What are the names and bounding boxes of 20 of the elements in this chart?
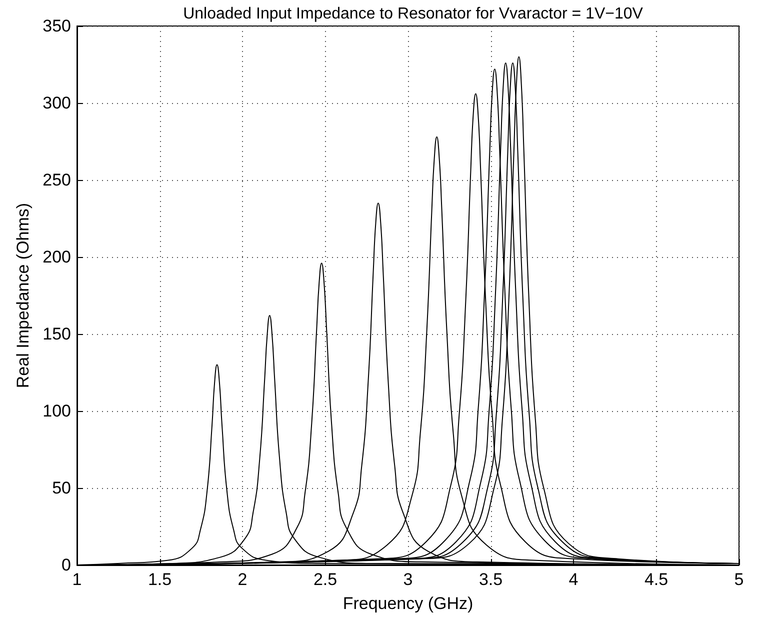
y-tick-label: 50 bbox=[52, 478, 71, 498]
y-tick-label: 350 bbox=[42, 16, 71, 36]
x-axis-title: Frequency (GHz) bbox=[342, 594, 474, 613]
x-tick-label: 3 bbox=[403, 570, 413, 589]
y-tick-label: 200 bbox=[42, 248, 71, 266]
y-tick-label: 0 bbox=[62, 556, 71, 574]
x-tick-label: 4 bbox=[568, 570, 578, 589]
chart-title: Unloaded Input Impedance to Resonator for Vvaractor = 1V−10V bbox=[183, 6, 644, 22]
x-tick-label: 4.5 bbox=[644, 570, 668, 589]
x-tick-label: 1 bbox=[72, 570, 82, 589]
y-tick-label: 300 bbox=[42, 94, 71, 112]
x-tick-label: 1.5 bbox=[148, 570, 172, 589]
y-tick-label: 100 bbox=[42, 402, 71, 420]
y-tick-label: 150 bbox=[42, 324, 71, 344]
y-tick-label: 250 bbox=[42, 170, 71, 190]
x-tick-label: 3.5 bbox=[478, 570, 503, 589]
x-tick-label: 2.5 bbox=[313, 570, 338, 589]
x-tick-label: 5 bbox=[734, 570, 744, 589]
y-axis-title: Real Impedance (Ohms) bbox=[14, 202, 33, 388]
x-tick-label: 2 bbox=[238, 570, 248, 589]
